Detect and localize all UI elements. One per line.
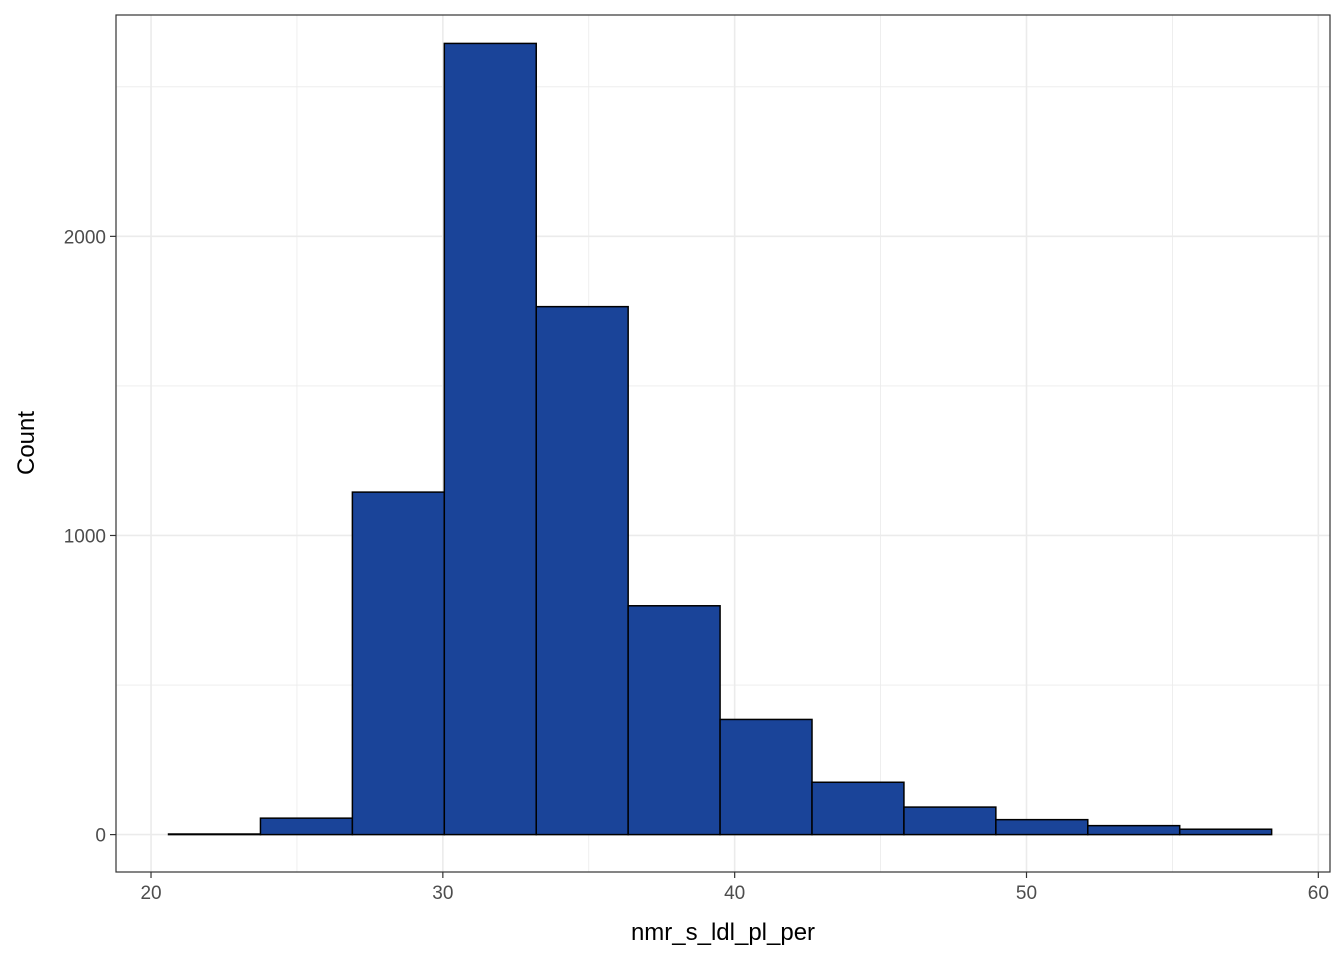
histogram-bar [351, 491, 446, 836]
y-tick-label: 0 [95, 826, 106, 847]
histogram-bar [259, 817, 354, 836]
histogram-bar [995, 818, 1089, 836]
x-tick-label: 60 [1308, 883, 1329, 904]
y-axis: 0 1000 2000 [64, 227, 116, 847]
histogram-bars [167, 42, 1273, 836]
histogram-bar [903, 806, 997, 836]
y-axis-title: Count [13, 411, 40, 475]
x-tick-label: 30 [432, 883, 453, 904]
y-tick-label: 2000 [64, 227, 106, 248]
histogram-bar [1087, 824, 1181, 836]
histogram-bar [443, 42, 537, 836]
x-tick-label: 40 [724, 883, 745, 904]
histogram-bar [627, 605, 721, 836]
histogram-bar [167, 833, 262, 836]
histogram-bar [811, 781, 905, 836]
histogram-bar [719, 718, 813, 836]
y-tick-label: 1000 [64, 526, 106, 547]
x-axis-title: nmr_s_ldl_pl_per [631, 919, 815, 946]
histogram-bar [1178, 828, 1273, 836]
histogram-bar [535, 305, 629, 836]
x-tick-label: 50 [1016, 883, 1037, 904]
panel-border [115, 14, 1331, 873]
x-tick-label: 20 [140, 883, 161, 904]
x-axis: 20 30 40 50 60 [140, 872, 1329, 904]
